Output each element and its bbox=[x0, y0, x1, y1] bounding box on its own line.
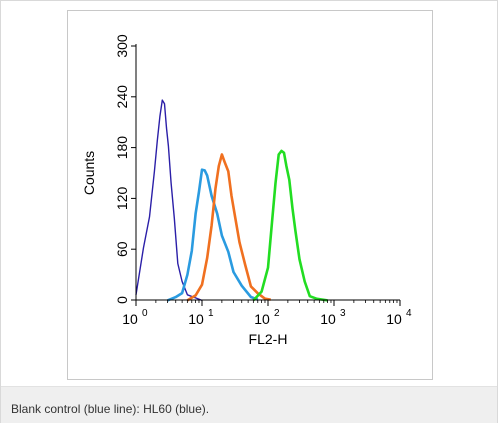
x-tick-label: 10 bbox=[122, 311, 138, 327]
y-tick-label: 60 bbox=[114, 241, 130, 257]
histogram-series-4 bbox=[252, 149, 328, 302]
x-tick-label: 10 bbox=[254, 311, 270, 327]
y-tick-label: 180 bbox=[114, 136, 130, 160]
x-axis-title: FL2-H bbox=[249, 331, 288, 347]
flow-cytometry-histogram: 0 60 120 180 240 300 10 0 10 1 10 2 10 3 10 4 FL2-H Count… bbox=[68, 11, 430, 377]
x-tick-exponent: 3 bbox=[340, 308, 346, 319]
x-tick-label: 10 bbox=[188, 311, 204, 327]
x-tick-exponent: 2 bbox=[274, 308, 280, 319]
y-tick-label: 0 bbox=[114, 296, 130, 304]
y-tick-label: 240 bbox=[114, 85, 130, 109]
histogram-series-3 bbox=[186, 153, 271, 302]
figure-caption: Blank control (blue line): HL60 (blue). bbox=[11, 402, 210, 416]
labels-layer: 0 60 120 180 240 300 10 0 10 1 10 2 10 3 10 4 FL2-H Count… bbox=[81, 34, 412, 347]
y-tick-label: 120 bbox=[114, 187, 130, 211]
caption-bar bbox=[1, 386, 497, 423]
x-tick-label: 10 bbox=[386, 311, 402, 327]
y-tick-label: 300 bbox=[114, 34, 130, 58]
x-tick-exponent: 0 bbox=[142, 308, 148, 319]
axes-layer bbox=[131, 44, 401, 306]
y-axis-title: Counts bbox=[81, 151, 97, 195]
x-tick-exponent: 1 bbox=[208, 308, 214, 319]
x-tick-exponent: 4 bbox=[406, 308, 412, 319]
series-layer bbox=[135, 99, 328, 302]
histogram-series-2 bbox=[167, 168, 259, 302]
x-tick-label: 10 bbox=[320, 311, 336, 327]
